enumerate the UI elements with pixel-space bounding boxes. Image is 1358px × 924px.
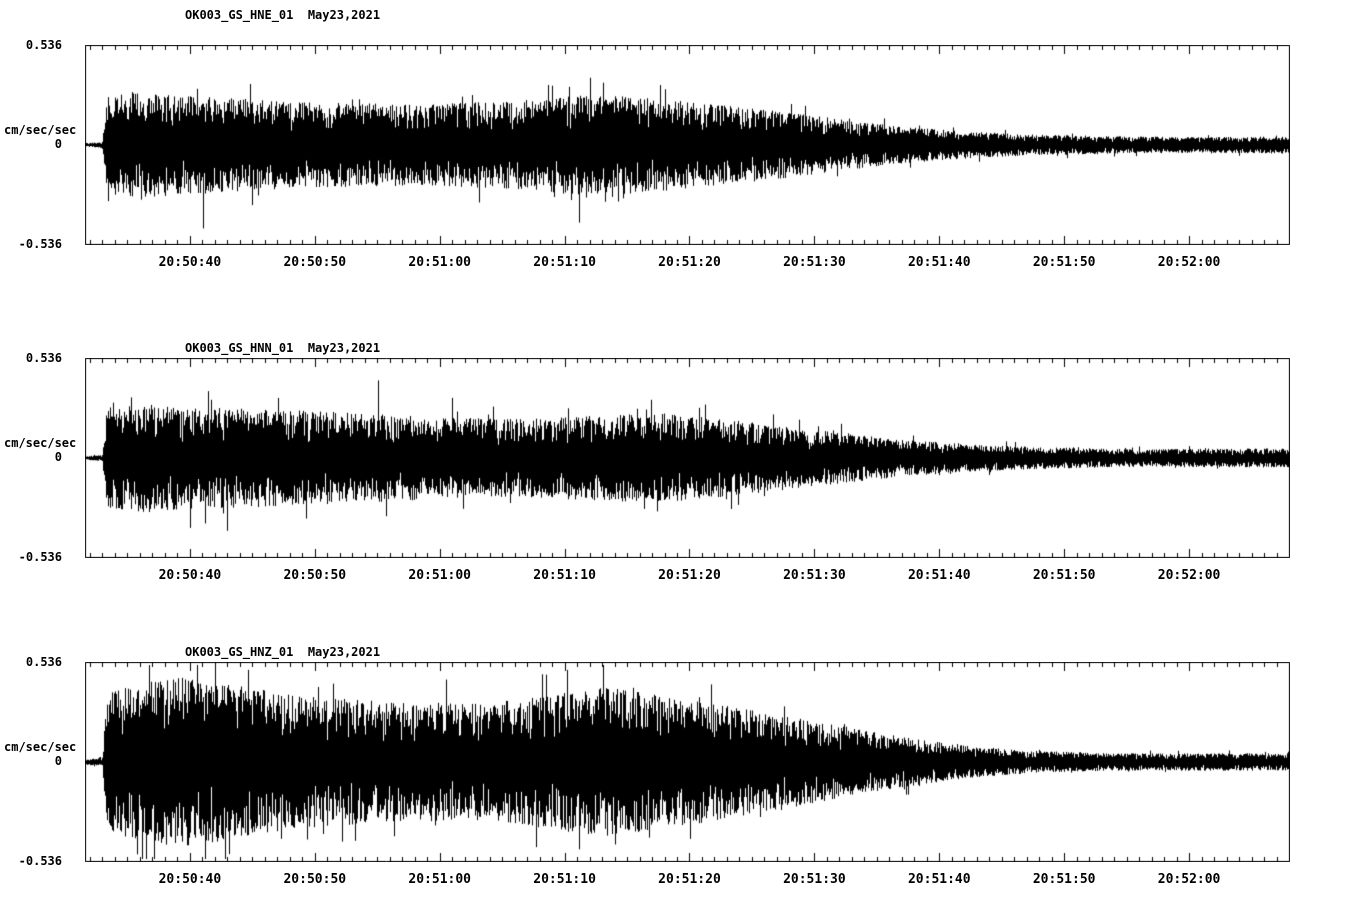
x-tick-label: 20:50:50 (283, 255, 347, 270)
y-tick-label-min: -0.536 (18, 550, 62, 564)
waveform-plot-hnz (85, 662, 1290, 862)
y-tick-label-zero: 0 (54, 450, 62, 464)
x-tick-label: 20:51:30 (783, 872, 846, 887)
x-tick-label: 20:51:40 (907, 255, 971, 270)
x-tick-label: 20:51:00 (408, 568, 472, 583)
x-tick-label: 20:51:40 (907, 872, 971, 887)
waveform-plot-hne (85, 45, 1290, 245)
x-tick-label: 20:52:00 (1157, 568, 1221, 583)
y-tick-label-max: 0.536 (25, 655, 62, 669)
x-tick-label: 20:51:50 (1032, 255, 1096, 270)
y-tick-label-zero: 0 (54, 137, 62, 151)
y-tick-label-min: -0.536 (18, 237, 62, 251)
x-tick-label: 20:51:00 (408, 255, 472, 270)
x-tick-label: 20:51:50 (1032, 568, 1096, 583)
x-tick-label: 20:50:40 (158, 568, 222, 583)
x-tick-label: 20:51:20 (658, 568, 721, 583)
x-tick-label: 20:50:50 (283, 872, 347, 887)
x-tick-label: 20:51:30 (783, 568, 846, 583)
x-tick-label: 20:52:00 (1157, 255, 1221, 270)
x-tick-label: 20:51:20 (658, 255, 721, 270)
x-tick-label: 20:51:10 (533, 255, 596, 270)
x-tick-label: 20:51:30 (783, 255, 846, 270)
y-axis-unit-label: cm/sec/sec (4, 123, 77, 137)
x-tick-label: 20:51:40 (907, 568, 971, 583)
y-tick-label-max: 0.536 (25, 351, 62, 365)
x-tick-label: 20:50:40 (158, 872, 222, 887)
y-tick-label-max: 0.536 (25, 38, 62, 52)
trace-title-hne: OK003_GS_HNE_01 May23,2021 (185, 8, 381, 22)
x-tick-label: 20:51:00 (408, 872, 472, 887)
x-tick-label: 20:51:10 (533, 872, 596, 887)
trace-title-hnn: OK003_GS_HNN_01 May23,2021 (185, 341, 381, 355)
y-tick-label-zero: 0 (54, 754, 62, 768)
x-tick-label: 20:51:20 (658, 872, 721, 887)
x-tick-label: 20:52:00 (1157, 872, 1221, 887)
x-tick-label: 20:51:10 (533, 568, 596, 583)
y-axis-unit-label: cm/sec/sec (4, 436, 77, 450)
x-tick-label: 20:50:40 (158, 255, 222, 270)
x-tick-label: 20:51:50 (1032, 872, 1096, 887)
trace-title-hnz: OK003_GS_HNZ_01 May23,2021 (185, 645, 381, 659)
y-tick-label-min: -0.536 (18, 854, 62, 868)
waveform-plot-hnn (85, 358, 1290, 558)
x-tick-label: 20:50:50 (283, 568, 347, 583)
y-axis-unit-label: cm/sec/sec (4, 740, 77, 754)
